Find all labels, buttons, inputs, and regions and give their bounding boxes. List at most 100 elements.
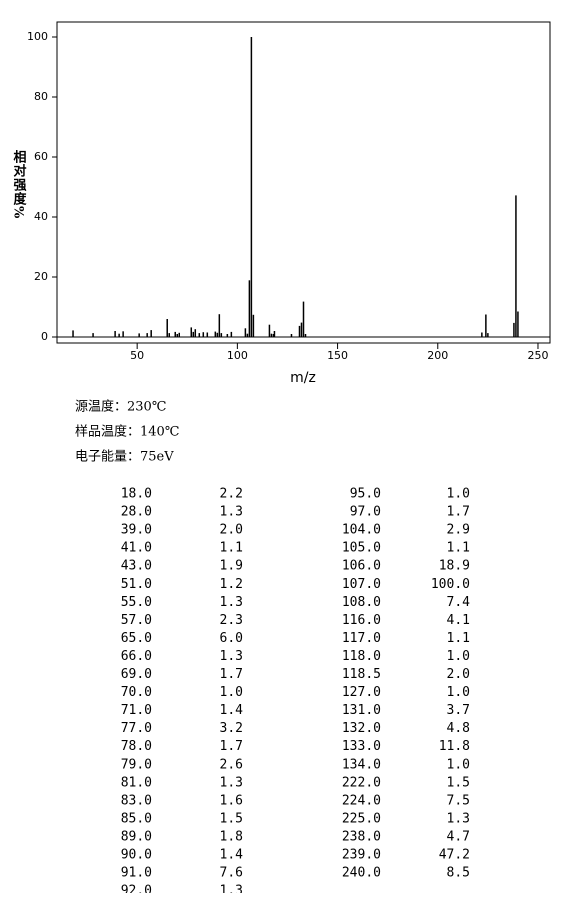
- y-tick-label: 100: [27, 30, 48, 43]
- peak: [166, 319, 168, 337]
- mz-cell: 81.0: [121, 775, 152, 790]
- peak: [244, 328, 247, 337]
- peak: [216, 332, 219, 337]
- intensity-cell: 1.2: [220, 577, 243, 592]
- mz-cell: 83.0: [121, 793, 152, 808]
- peak: [176, 334, 178, 337]
- mz-cell: 238.0: [342, 829, 381, 844]
- mz-cell: 104.0: [342, 523, 381, 538]
- intensity-cell: 2.3: [220, 613, 243, 628]
- intensity-cell: 1.3: [220, 775, 243, 790]
- intensity-cell: 7.6: [220, 866, 243, 881]
- peak: [270, 333, 273, 337]
- mz-cell: 70.0: [121, 685, 152, 700]
- peak: [72, 330, 74, 337]
- mz-cell: 95.0: [350, 487, 381, 502]
- peak: [481, 332, 483, 337]
- peak: [174, 331, 176, 337]
- mz-cell: 127.0: [342, 685, 381, 700]
- intensity-cell: 1.5: [447, 775, 470, 790]
- mz-cell: 131.0: [342, 703, 381, 718]
- info-line: 样品温度：140℃: [75, 424, 179, 440]
- peak: [485, 314, 487, 337]
- mz-cell: 105.0: [342, 541, 381, 556]
- peak: [220, 333, 223, 337]
- intensity-cell: 100.0: [431, 577, 470, 592]
- intensity-cell: 2.0: [220, 523, 243, 538]
- peak: [273, 331, 276, 337]
- y-tick-label: 0: [41, 330, 48, 343]
- intensity-cell: 1.0: [447, 649, 470, 664]
- peak: [150, 330, 152, 337]
- mz-cell: 66.0: [121, 649, 152, 664]
- intensity-cell: 1.3: [220, 884, 243, 893]
- mz-cell: 57.0: [121, 613, 152, 628]
- mz-cell: 78.0: [121, 739, 152, 754]
- mz-cell: 224.0: [342, 793, 381, 808]
- peak: [178, 332, 180, 337]
- intensity-cell: 1.7: [447, 505, 470, 520]
- y-tick-label: 20: [34, 270, 48, 283]
- intensity-cell: 1.6: [220, 793, 243, 808]
- x-tick-label: 100: [227, 349, 248, 362]
- peak: [517, 311, 519, 337]
- intensity-cell: 4.8: [447, 721, 470, 736]
- mz-cell: 28.0: [121, 505, 152, 520]
- info-line: 源温度：230℃: [75, 399, 166, 415]
- intensity-cell: 2.2: [220, 487, 243, 502]
- peak: [302, 301, 305, 337]
- peak: [268, 324, 271, 337]
- plot-frame: [56, 21, 551, 344]
- peak: [118, 333, 120, 337]
- peak: [487, 333, 489, 337]
- peak: [272, 334, 275, 337]
- peak: [513, 322, 515, 337]
- mz-cell: 91.0: [121, 866, 152, 881]
- peak: [138, 333, 140, 337]
- mz-cell: 77.0: [121, 721, 152, 736]
- intensity-cell: 1.4: [220, 848, 244, 863]
- intensity-cell: 3.2: [220, 721, 243, 736]
- mz-cell: 240.0: [342, 866, 381, 881]
- intensity-cell: 1.0: [447, 757, 470, 772]
- peak: [252, 314, 255, 337]
- mz-cell: 133.0: [342, 739, 381, 754]
- y-tick-label: 80: [34, 90, 48, 103]
- intensity-cell: 4.1: [447, 613, 470, 628]
- peak: [290, 334, 293, 337]
- mz-cell: 116.0: [342, 613, 381, 628]
- intensity-cell: 7.4: [447, 595, 471, 610]
- mz-cell: 225.0: [342, 811, 381, 826]
- mz-cell: 134.0: [342, 757, 381, 772]
- peak: [304, 334, 307, 337]
- mz-cell: 41.0: [121, 541, 152, 556]
- mz-cell: 43.0: [121, 559, 152, 574]
- peak: [168, 333, 170, 337]
- intensity-cell: 1.4: [220, 703, 244, 718]
- intensity-cell: 47.2: [439, 848, 470, 863]
- peak: [515, 195, 517, 337]
- intensity-cell: 1.7: [220, 739, 243, 754]
- intensity-cell: 11.8: [439, 739, 470, 754]
- peak: [194, 329, 197, 337]
- info-line: 电子能量：75eV: [75, 450, 174, 465]
- x-tick-label: 50: [130, 349, 144, 362]
- intensity-cell: 1.1: [220, 541, 243, 556]
- intensity-cell: 1.3: [220, 649, 243, 664]
- intensity-cell: 1.5: [220, 811, 243, 826]
- peak: [300, 322, 303, 337]
- mz-cell: 71.0: [121, 703, 152, 718]
- intensity-cell: 1.3: [220, 595, 243, 610]
- intensity-cell: 6.0: [220, 631, 243, 646]
- intensity-cell: 2.9: [447, 523, 470, 538]
- mz-cell: 39.0: [121, 523, 152, 538]
- peak: [248, 280, 251, 337]
- peak: [114, 331, 116, 337]
- mz-cell: 79.0: [121, 757, 152, 772]
- intensity-cell: 1.9: [220, 559, 243, 574]
- mz-cell: 51.0: [121, 577, 152, 592]
- y-tick-label: 60: [34, 150, 48, 163]
- intensity-cell: 18.9: [439, 559, 470, 574]
